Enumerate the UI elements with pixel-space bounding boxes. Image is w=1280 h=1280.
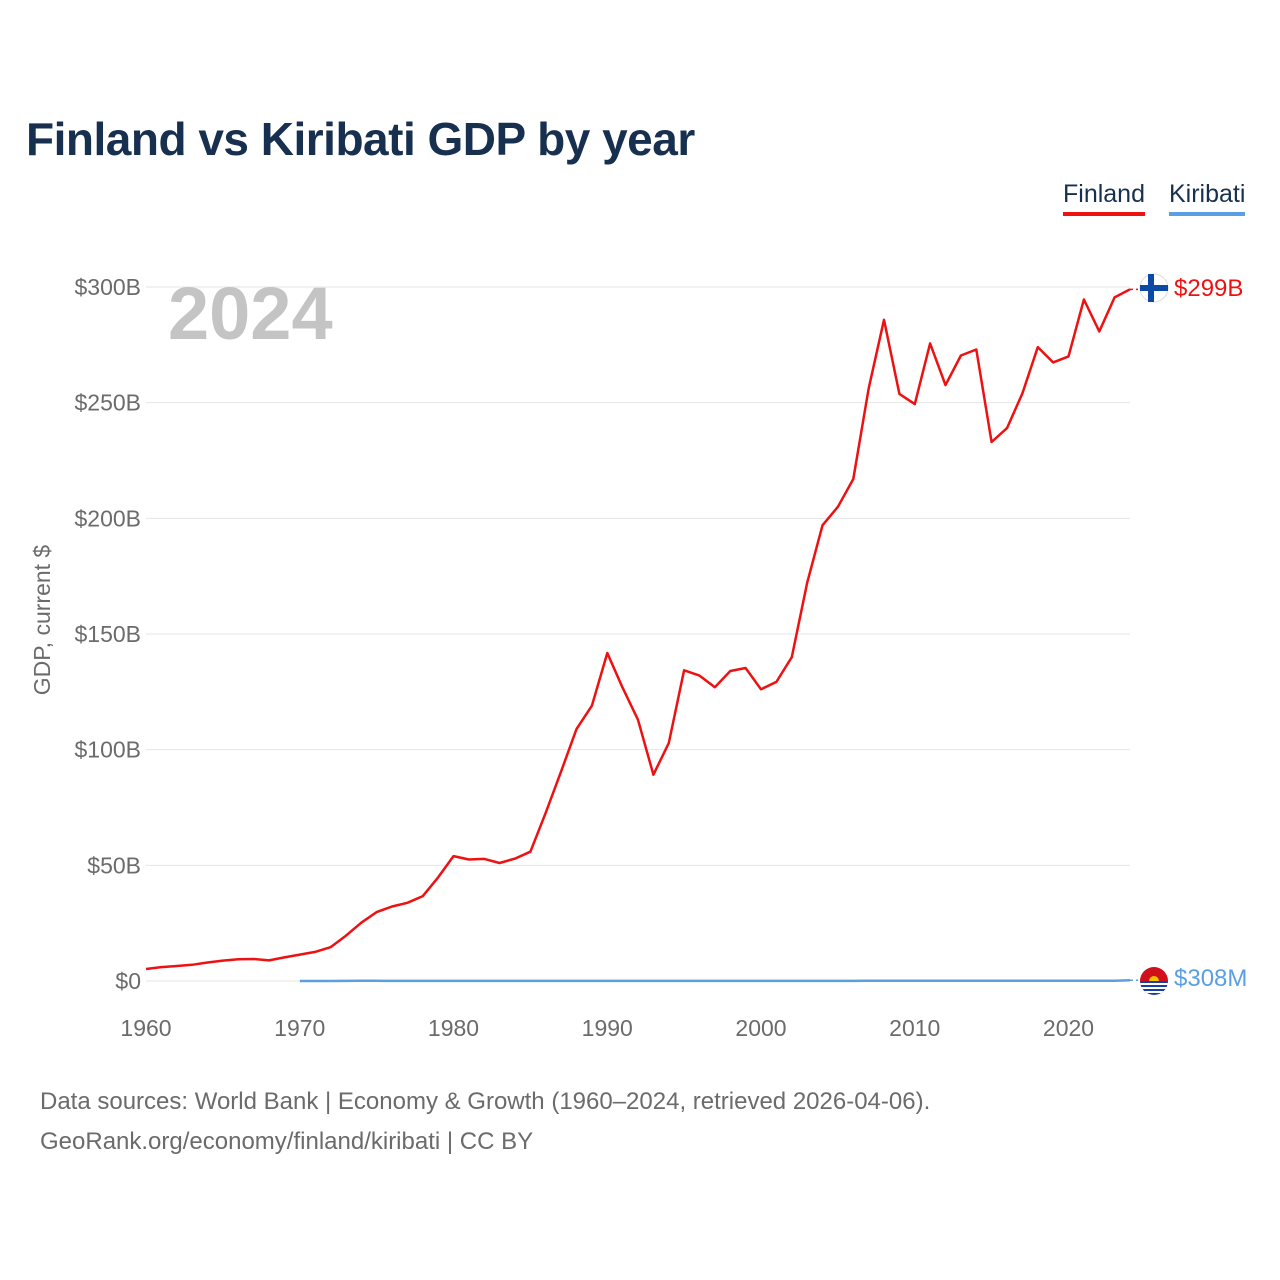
y-tick-label: $50B (87, 852, 141, 878)
chart-title: Finland vs Kiribati GDP by year (26, 113, 695, 165)
y-tick-label: $250B (74, 390, 141, 416)
legend-item-finland[interactable]: Finland (1063, 180, 1145, 216)
x-tick-label: 1980 (428, 1015, 479, 1041)
x-tick-label: 1990 (582, 1015, 633, 1041)
y-tick-label: $100B (74, 737, 141, 763)
x-tick-label: 1970 (274, 1015, 325, 1041)
series-endpoints: $299B $308M (1139, 273, 1247, 995)
kiribati-flag-icon (1140, 967, 1168, 995)
x-tick-label: 2000 (735, 1015, 786, 1041)
legend-swatch-kiribati (1169, 212, 1246, 216)
y-tick-label: $0 (115, 968, 141, 994)
series-line-kiribati[interactable] (299, 979, 1131, 983)
credit-link[interactable]: GeoRank.org/economy/finland/kiribati | C… (40, 1128, 534, 1155)
legend-label-kiribati: Kiribati (1169, 180, 1246, 208)
legend-swatch-finland (1063, 212, 1145, 216)
kiribati-end-value: $308M (1174, 965, 1247, 992)
legend-label-finland: Finland (1063, 180, 1145, 208)
y-axis: $0 $50B $100B $150B $200B $250B $300B (74, 274, 141, 994)
series-line-finland[interactable] (145, 288, 1131, 971)
y-tick-label: $300B (74, 274, 141, 300)
x-axis: 1960 1970 1980 1990 2000 2010 2020 (120, 1015, 1094, 1041)
footer: Data sources: World Bank | Economy & Gro… (40, 1082, 930, 1162)
year-watermark: 2024 (168, 272, 333, 355)
finland-end-value: $299B (1174, 275, 1243, 302)
x-tick-label: 2020 (1043, 1015, 1094, 1041)
y-axis-title: GDP, current $ (29, 545, 55, 696)
data-sources: Data sources: World Bank | Economy & Gro… (40, 1088, 931, 1115)
x-tick-label: 2010 (889, 1015, 940, 1041)
series (145, 288, 1138, 983)
y-tick-label: $150B (74, 621, 141, 647)
x-tick-label: 1960 (120, 1015, 171, 1041)
y-tick-label: $200B (74, 505, 141, 531)
legend-item-kiribati[interactable]: Kiribati (1169, 180, 1246, 216)
finland-flag-icon (1139, 273, 1169, 303)
